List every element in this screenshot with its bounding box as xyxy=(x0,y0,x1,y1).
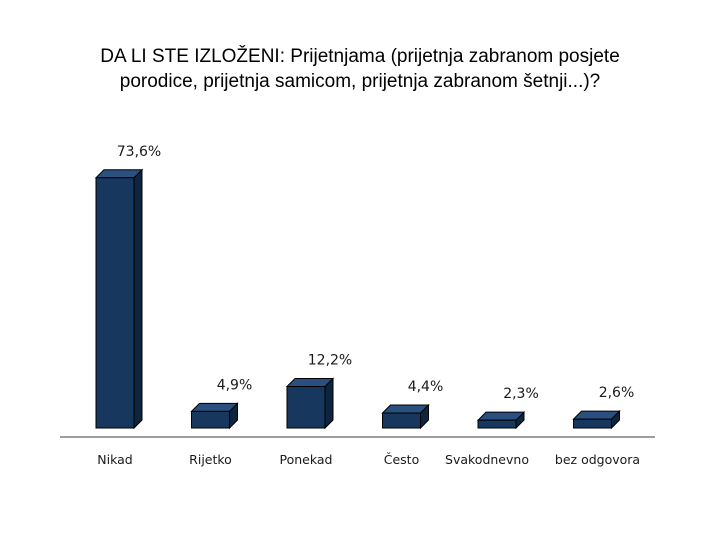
bar-4 xyxy=(477,419,517,429)
value-label-4: 2,3% xyxy=(503,386,539,402)
bar-top-0 xyxy=(94,169,144,179)
category-label-0: Nikad xyxy=(97,452,132,467)
bar-3 xyxy=(382,412,421,429)
value-label-0: 73,6% xyxy=(117,144,161,160)
chart-title-line-1: DA LI STE IZLOŽENI: Prijetnjama (prijetn… xyxy=(100,46,620,67)
bar-top-1 xyxy=(190,402,239,412)
value-label-3: 4,4% xyxy=(408,379,444,395)
bar-1 xyxy=(191,410,230,429)
category-label-3: Često xyxy=(384,452,419,467)
category-label-2: Ponekad xyxy=(280,452,333,467)
value-label-1: 4,9% xyxy=(217,377,253,393)
value-labels-group: 73,6% 4,9% 12,2% 4,4% 2,3% 2,6% xyxy=(117,144,635,402)
bar-top-4 xyxy=(476,411,526,421)
category-label-5: bez odgovora xyxy=(555,452,640,467)
category-label-1: Rijetko xyxy=(189,452,232,467)
bars-group xyxy=(94,168,621,430)
value-label-5: 2,6% xyxy=(599,385,635,401)
category-labels-group: Nikad Rijetko Ponekad Često Svakodnevno bez o… xyxy=(97,452,640,467)
bar-5 xyxy=(573,418,612,429)
bar-top-3 xyxy=(381,404,430,414)
chart-title: DA LI STE IZLOŽENI: Prijetnjama (prijetn… xyxy=(40,44,680,94)
bar-0 xyxy=(95,177,135,429)
value-label-2: 12,2% xyxy=(308,353,352,369)
bar-top-2 xyxy=(285,378,335,388)
chart-title-line-2: porodice, prijetnja samicom, prijetnja z… xyxy=(119,71,601,92)
bar-side-0 xyxy=(133,168,143,430)
bar-top-5 xyxy=(572,410,621,420)
bar-2 xyxy=(286,386,326,429)
category-label-4: Svakodnevno xyxy=(445,452,529,467)
